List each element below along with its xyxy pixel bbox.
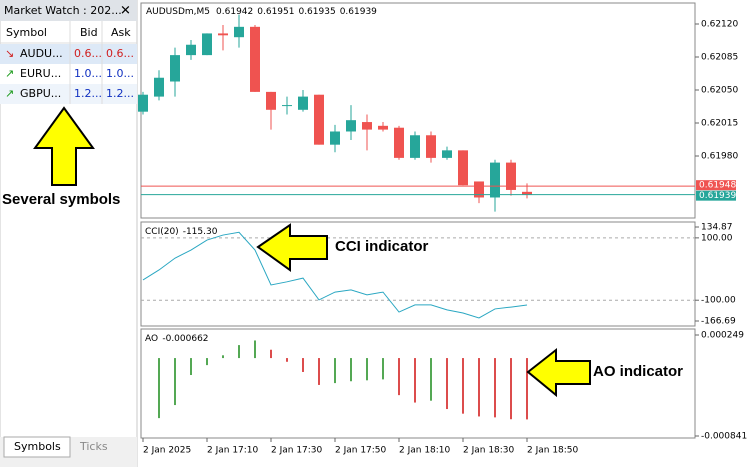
tab[interactable]: Ticks — [79, 440, 108, 453]
annotation: AO indicator — [593, 363, 683, 380]
annotation: CCI indicator — [335, 238, 429, 255]
candle-body — [378, 125, 388, 130]
candle-body — [522, 191, 532, 195]
candle-body — [186, 44, 196, 56]
y-tick-label: 0.61980 — [701, 152, 738, 162]
x-tick-label: 2 Jan 18:50 — [527, 446, 579, 456]
ao-current: -0.000662 — [162, 334, 208, 344]
candle-body — [330, 131, 340, 145]
symbol[interactable]: GBPU... — [20, 87, 61, 100]
y-tick-label: -0.000841 — [701, 432, 747, 442]
col-header: Bid — [80, 26, 98, 39]
marks: 0.62120 0.62085 0.62050 0.62015 0.61980 0.619… — [138, 14, 747, 456]
annotation: Several symbols — [2, 191, 120, 208]
cci-name: CCI(20) — [145, 227, 179, 237]
y-tick-label: 0.62050 — [701, 86, 738, 96]
candle-body — [442, 150, 452, 158]
candle-body — [282, 105, 292, 107]
ao-name: AO — [145, 334, 158, 344]
candle-body — [138, 94, 148, 112]
candle-body — [202, 33, 212, 56]
x-tick-label: 2 Jan 2025 — [143, 446, 191, 456]
y-tick-label: 0.62015 — [701, 119, 738, 129]
open: 0.61942 — [216, 7, 253, 17]
y-tick-label: 134.87 — [701, 223, 733, 233]
ask: 1.2... — [106, 87, 134, 100]
bid: 0.6... — [74, 47, 102, 60]
cci-line — [142, 231, 528, 319]
arrow-icon: ↗ — [5, 87, 14, 100]
bid: 1.0... — [74, 67, 102, 80]
main-pane — [140, 2, 696, 219]
panel-header — [0, 0, 137, 21]
candle-body — [218, 33, 228, 36]
arrow-icon: ↗ — [5, 67, 14, 80]
ao-header: AO -0.000662 — [145, 334, 209, 344]
candle-body — [346, 120, 356, 132]
y-tick-label: -166.69 — [701, 317, 736, 327]
col-header: Ask — [111, 26, 131, 39]
chart-header: AUDUSDm,M5 0.61942 0.61951 0.61935 0.61939 — [146, 7, 377, 17]
ask: 0.6... — [106, 47, 134, 60]
candle-body — [426, 135, 436, 158]
candle-body — [154, 77, 164, 97]
x-tick-label: 2 Jan 17:10 — [207, 446, 259, 456]
ask: 1.0... — [106, 67, 134, 80]
tab-active[interactable] — [3, 436, 71, 458]
close: 0.61939 — [340, 7, 377, 17]
ask-label: 0.61948 — [699, 181, 736, 191]
bid-label-bg — [696, 190, 736, 201]
candle-body — [506, 162, 516, 190]
y-tick-label: 0.62120 — [701, 20, 738, 30]
cci-current: -115.30 — [183, 227, 218, 237]
ao-pane — [140, 328, 696, 439]
candle-body — [314, 94, 324, 145]
panel-title: Market Watch : 202... — [4, 4, 122, 17]
annotation-arrow — [256, 223, 328, 272]
bid: 1.2... — [74, 87, 102, 100]
candle-body — [298, 96, 308, 110]
market-watch: Market Watch : 202... ✕ Symbol Bid Ask ↘… — [0, 0, 138, 467]
candle-body — [394, 127, 404, 158]
row-bg — [0, 84, 137, 104]
y-tick-label: 100.00 — [701, 233, 733, 243]
cci-pane — [140, 221, 696, 327]
symbol[interactable]: EURU... — [20, 67, 61, 80]
col-header: Symbol — [6, 26, 47, 39]
symbol[interactable]: AUDU... — [20, 47, 63, 60]
tab[interactable]: Symbols — [14, 440, 61, 453]
annotation-arrow — [526, 347, 591, 398]
row-bg — [0, 44, 137, 64]
cci-header: CCI(20) -115.30 — [145, 227, 218, 237]
candle-body — [250, 26, 260, 92]
candle-body — [266, 91, 276, 110]
high: 0.61951 — [257, 7, 294, 17]
bid-label: 0.61939 — [699, 191, 736, 201]
x-tick-label: 2 Jan 18:10 — [399, 446, 451, 456]
x-tick-label: 2 Jan 17:50 — [335, 446, 387, 456]
symbol: AUDUSDm,M5 — [146, 7, 210, 17]
candle-body — [474, 181, 484, 198]
candle-body — [234, 26, 244, 38]
y-tick-label: 0.000249 — [701, 331, 744, 341]
y-tick-label: 0.62085 — [701, 53, 738, 63]
candle-body — [410, 135, 420, 158]
y-tick-label: -100.00 — [701, 296, 736, 306]
candle-body — [458, 150, 468, 186]
low: 0.61935 — [298, 7, 335, 17]
x-tick-label: 2 Jan 18:30 — [463, 446, 515, 456]
arrow-icon: ↘ — [5, 47, 14, 60]
close-button[interactable]: ✕ — [120, 4, 131, 19]
candle-body — [170, 55, 180, 82]
candle-body — [362, 122, 372, 130]
x-tick-label: 2 Jan 17:30 — [271, 446, 323, 456]
ask-label-bg — [696, 180, 736, 191]
candle-body — [490, 162, 500, 198]
annotation-arrow — [33, 106, 95, 186]
row-bg — [0, 64, 137, 84]
